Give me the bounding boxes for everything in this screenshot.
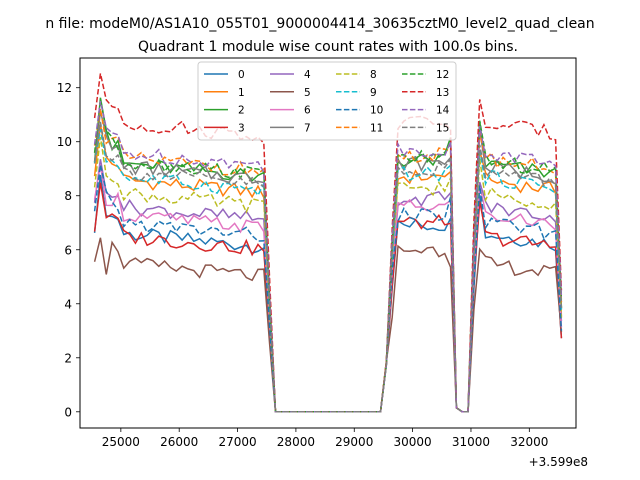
legend-label-14: 14 <box>436 105 450 117</box>
y-tick-label: 6 <box>64 243 72 257</box>
legend-label-10: 10 <box>370 105 383 117</box>
series-line-8 <box>93 136 563 413</box>
legend-label-1: 1 <box>238 87 245 99</box>
x-tick-label: 29000 <box>335 435 373 449</box>
x-tick-label: 25000 <box>102 435 140 449</box>
series-line-2 <box>93 97 563 413</box>
y-tick-label: 0 <box>64 405 72 419</box>
chart-title: Quadrant 1 module wise count rates with … <box>138 39 518 55</box>
legend-label-12: 12 <box>436 69 449 81</box>
y-tick-label: 8 <box>64 189 72 203</box>
figure-suptitle: n file: modeM0/AS1A10_055T01_9000004414_… <box>45 16 594 32</box>
legend-label-8: 8 <box>370 69 377 81</box>
series-line-5 <box>93 237 563 413</box>
y-axis: 0 2 4 6 8 10 12 <box>57 81 80 419</box>
y-tick-label: 2 <box>64 351 72 365</box>
series-line-12 <box>93 99 563 413</box>
x-offset-label: +3.599e8 <box>529 455 588 469</box>
legend-label-2: 2 <box>238 105 245 117</box>
x-tick-label: 32000 <box>510 435 548 449</box>
series-line-9 <box>93 129 563 413</box>
x-tick-label: 30000 <box>394 435 432 449</box>
series-line-6 <box>93 164 563 413</box>
legend-label-15: 15 <box>436 122 449 134</box>
legend-label-13: 13 <box>436 87 449 99</box>
x-axis: 25000 26000 27000 28000 29000 30000 31000 32000 <box>102 428 548 449</box>
legend-label-11: 11 <box>370 122 383 134</box>
x-tick-label: 26000 <box>160 435 198 449</box>
legend-box <box>197 61 457 141</box>
series-line-1 <box>93 124 563 413</box>
legend-label-3: 3 <box>238 122 245 134</box>
series-lines <box>93 73 563 413</box>
legend-label-0: 0 <box>238 69 245 81</box>
legend-label-4: 4 <box>304 69 311 81</box>
series-line-4 <box>93 159 563 413</box>
series-line-14 <box>93 101 563 413</box>
legend-label-6: 6 <box>304 105 311 117</box>
legend-label-5: 5 <box>304 87 311 99</box>
series-line-10 <box>93 164 563 413</box>
y-tick-label: 12 <box>57 81 72 95</box>
x-tick-label: 27000 <box>218 435 256 449</box>
x-tick-label: 31000 <box>452 435 490 449</box>
plot-frame <box>79 57 577 429</box>
series-line-3 <box>93 182 563 413</box>
series-line-15 <box>93 121 563 413</box>
y-tick-label: 10 <box>57 135 72 149</box>
legend-label-9: 9 <box>370 87 377 99</box>
x-tick-label: 28000 <box>277 435 315 449</box>
series-line-0 <box>93 174 563 413</box>
legend-label-7: 7 <box>304 122 311 134</box>
y-tick-label: 4 <box>64 297 72 311</box>
